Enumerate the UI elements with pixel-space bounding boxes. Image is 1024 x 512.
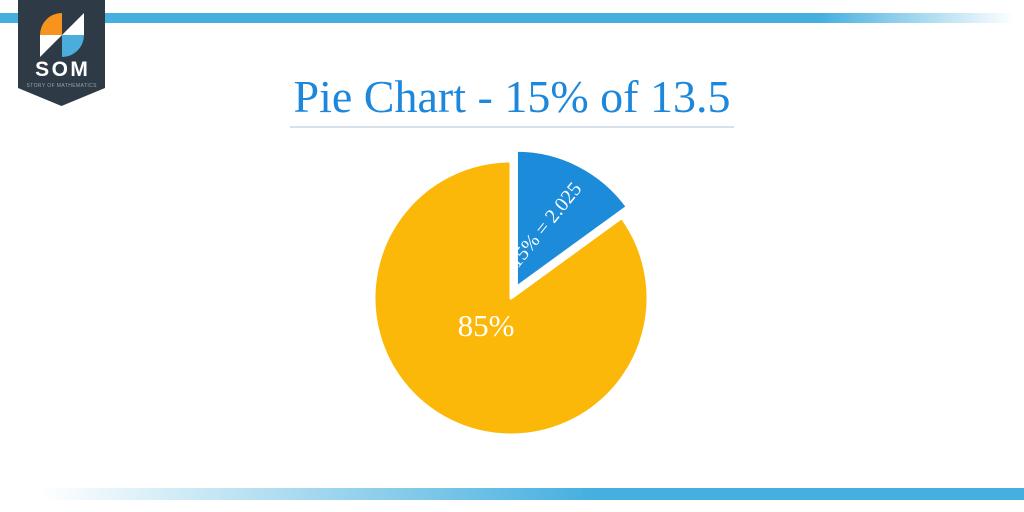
pie-slice-85-percent xyxy=(372,159,650,437)
logo-tagline: STORY OF MATHEMATICS xyxy=(26,83,97,89)
pie-label-slice-85-percent: 85% xyxy=(458,308,515,343)
logo-acronym: SOM xyxy=(35,58,91,81)
pinwheel-triangle-top-right xyxy=(61,13,84,35)
pinwheel-quarter-blue xyxy=(61,35,84,57)
page-title: Pie Chart - 15% of 13.5 xyxy=(289,69,735,129)
pinwheel-quarter-orange xyxy=(39,13,62,35)
som-logo-badge: SOM STORY OF MATHEMATICS xyxy=(18,0,105,106)
pinwheel-triangle-bottom-left xyxy=(39,35,62,57)
pie-slice-15-percent xyxy=(514,148,629,289)
bottom-accent-bar xyxy=(0,488,1024,500)
title-area: Pie Chart - 15% of 13.5 xyxy=(0,69,1024,129)
som-pinwheel-icon xyxy=(39,13,84,57)
top-accent-bar xyxy=(0,13,1024,23)
